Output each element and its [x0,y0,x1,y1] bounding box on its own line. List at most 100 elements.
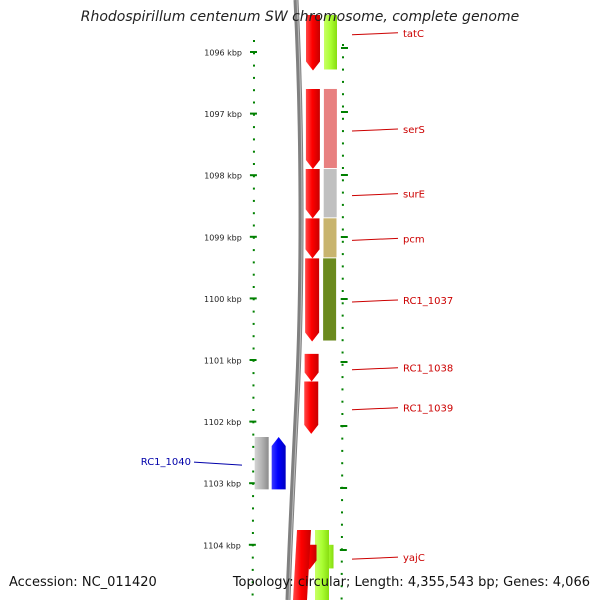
gene-label-leader [351,367,399,371]
scale-minor-tick [252,273,255,276]
cog-block-RC1_1040 [254,437,269,490]
gene-label-tatC: tatC [403,29,424,40]
scale-minor-tick [341,142,344,145]
scale-minor-tick [340,585,343,588]
backbone-highlight [288,0,303,600]
gene-label-pcm: pcm [403,234,425,245]
scale-minor-tick [340,523,343,526]
scale-minor-tick [341,277,344,280]
gene-label-leader [351,193,399,197]
scale-label: 1096 kbp [204,49,242,58]
scale-minor-tick [341,290,344,292]
scale-label: 1100 kbp [204,295,242,304]
scale-minor-tick [341,302,344,305]
scale-minor-tick [253,40,255,42]
genome-summary: Topology: circular; Length: 4,355,543 bp… [232,575,590,590]
scale-label: 1099 kbp [204,233,242,242]
scale-minor-tick [252,76,255,79]
gene-arrow-continuation [293,530,311,600]
gene-label-serS: serS [403,125,425,136]
scale-minor-tick [252,433,255,436]
map-title: Rhodospirillum centenum SW chromosome, c… [80,9,520,25]
gene-label-RC1_1039: RC1_1039 [403,404,453,415]
scale-minor-tick [251,568,254,571]
genes-value: 4,066 [552,575,590,590]
scale-minor-tick [252,64,255,67]
scale-minor-tick [252,52,255,55]
scale-minor-tick [341,376,344,379]
gene-label-leader [351,128,399,132]
topology-label: Topology: [232,575,294,590]
scale-minor-tick [341,105,344,108]
scale-minor-tick [341,68,344,71]
scale-minor-tick [252,249,255,252]
scale-minor-tick [340,597,343,600]
scale-minor-tick [252,89,255,92]
scale-minor-tick [252,236,255,239]
scale-minor-tick [341,228,344,231]
scale-label: 1097 kbp [204,110,242,119]
scale-minor-tick [341,203,344,206]
scale-minor-tick [341,449,344,452]
gene-label-leader [193,461,243,466]
scale-minor-tick [341,413,344,415]
scale-minor-tick [251,593,254,596]
scale-minor-tick [252,322,255,325]
scale-minor-tick [341,80,344,83]
scale-minor-tick [341,191,344,194]
gene-label-leader [351,407,399,411]
scale-minor-tick [252,224,255,227]
scale-minor-tick [252,445,255,448]
scale-minor-tick [252,163,255,165]
gene-label-leader [351,299,399,303]
gene-label-leader [351,556,399,560]
scale-minor-tick [252,421,255,424]
scale-minor-tick [252,199,255,202]
cog-block-RC1_1037 [323,258,337,341]
scale-minor-tick [252,101,255,104]
scale-minor-tick [341,339,344,342]
scale-minor-tick [251,556,254,559]
scale-minor-tick [252,310,255,313]
gene-arrow-surE [305,169,320,219]
gene-label-RC1_1038: RC1_1038 [403,364,453,375]
cog-block-continuation [315,530,329,600]
gene-arrow-RC1_1040 [271,437,286,490]
scale-minor-tick [340,536,343,538]
scale-ruler: 1096 kbp 1097 kbp 1098 kbp 1099 kbp 1100 kbp… [203,40,348,600]
scale-minor-tick [341,130,344,133]
scale-label: 1103 kbp [203,480,241,489]
gene-label-leader [351,32,399,36]
scale-minor-tick [341,511,344,514]
cog-track [254,15,337,600]
scale-label: 1098 kbp [204,172,242,181]
scale-minor-tick [341,179,344,182]
scale-minor-tick [252,335,255,338]
scale-minor-tick [341,474,344,477]
gene-track [271,15,320,600]
scale-minor-tick [252,359,255,362]
scale-minor-tick [341,326,344,329]
gene-arrow-serS [305,88,320,170]
gene-arrow-pcm [305,218,320,259]
scale-minor-tick [252,286,255,288]
scale-minor-tick [341,437,344,440]
gene-arrow-RC1_1037 [305,258,320,342]
scale-minor-tick [251,532,254,534]
scale-minor-tick [341,265,344,268]
scale-minor-tick [341,499,344,502]
backbone-track [285,0,304,600]
gene-label-RC1_1037: RC1_1037 [403,296,453,307]
scale-label: 1104 kbp [203,541,241,550]
scale-minor-tick [341,93,344,96]
scale-minor-tick [341,216,344,219]
scale-minor-tick [340,572,343,575]
scale-minor-tick [341,167,344,169]
gene-label-surE: surE [403,190,425,201]
scale-minor-tick [252,138,255,141]
scale-minor-tick [252,384,255,387]
scale-minor-tick [252,372,255,375]
accession-value: NC_011420 [81,575,157,590]
scale-minor-tick [252,126,255,129]
scale-minor-tick [341,314,344,317]
